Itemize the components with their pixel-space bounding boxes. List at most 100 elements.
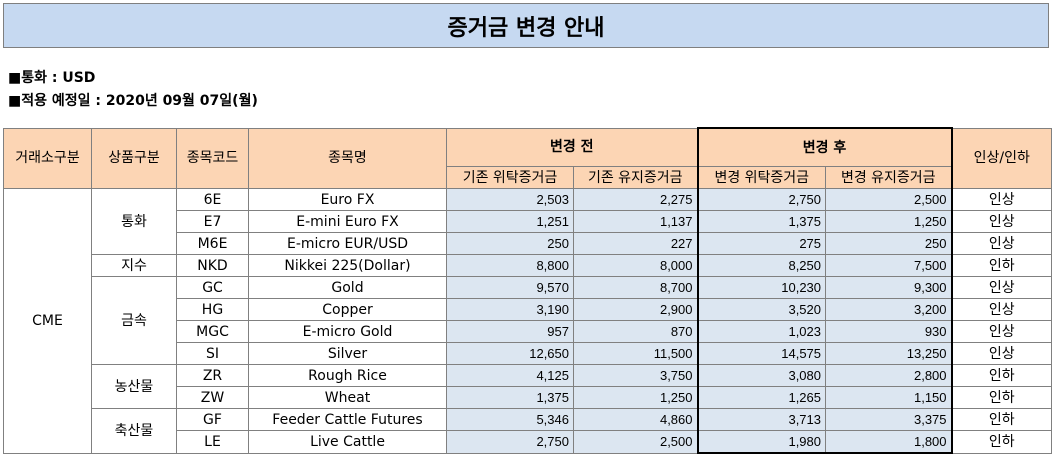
code-cell: ZR [176, 364, 249, 387]
before-maint-cell: 11,500 [572, 342, 699, 365]
table-row: CME 통화 6E Euro FX 2,503 2,275 2,750 2,500 인상 [3, 188, 1053, 454]
name-cell: Feeder Cattle Futures [248, 408, 447, 431]
header-category: 상품구분 [91, 127, 177, 189]
header-change: 인상/인하 [951, 127, 1053, 189]
before-initial-cell: 12,650 [446, 342, 574, 365]
code-cell: E7 [176, 210, 249, 233]
effective-date-info: ■적용 예정일 : 2020년 09월 07일(월) [8, 93, 258, 109]
code-cell: 6E [176, 188, 249, 211]
change-cell: 인하 [951, 386, 1053, 409]
change-cell: 인상 [951, 276, 1053, 299]
name-cell: Nikkei 225(Dollar) [248, 254, 447, 277]
change-cell: 인상 [951, 342, 1053, 365]
after-initial-cell: 1,023 [696, 320, 827, 343]
header-before: 변경 전 [445, 127, 699, 167]
before-initial-cell: 3,190 [446, 298, 574, 321]
after-initial-cell: 275 [696, 232, 827, 255]
name-cell: E-micro EUR/USD [248, 232, 447, 255]
after-maint-cell: 9,300 [825, 276, 953, 299]
before-initial-cell: 2,503 [446, 188, 574, 211]
before-initial-cell: 1,251 [446, 210, 574, 233]
category-cell: 통화 [91, 188, 177, 255]
table-row: 축산물 GF Feeder Cattle Futures 5,346 4,860 3,71… [4, 408, 1053, 454]
margin-table: 거래소구분 상품구분 종목코드 종목명 변경 전 변경 후 인상/인하 기존 위… [3, 127, 1053, 454]
code-cell: LE [176, 430, 249, 454]
change-cell: 인상 [951, 232, 1053, 255]
exchange-cell: CME [3, 188, 92, 454]
before-maint-cell: 227 [572, 232, 699, 255]
code-cell: ZW [176, 386, 249, 409]
before-maint-cell: 8,000 [572, 254, 699, 277]
code-cell: HG [176, 298, 249, 321]
change-cell: 인상 [951, 188, 1053, 211]
category-cell: 금속 [91, 276, 177, 365]
after-maint-cell: 2,500 [825, 188, 953, 211]
before-maint-cell: 1,137 [572, 210, 699, 233]
before-maint-cell: 2,500 [572, 430, 699, 454]
after-initial-cell: 2,750 [696, 188, 827, 211]
table-row: LE Live Cattle 2,750 2,500 1,980 1,800 인하 [4, 430, 1053, 454]
after-initial-cell: 3,520 [696, 298, 827, 321]
name-cell: Live Cattle [248, 430, 447, 454]
header-exchange: 거래소구분 [3, 127, 92, 189]
change-cell: 인하 [951, 254, 1053, 277]
after-maint-cell: 930 [825, 320, 953, 343]
category-cell: 축산물 [91, 408, 177, 454]
code-cell: GC [176, 276, 249, 299]
before-maint-cell: 870 [572, 320, 699, 343]
after-maint-cell: 1,800 [825, 430, 953, 454]
header-after-maint: 변경 유지증거금 [825, 166, 953, 189]
code-cell: NKD [176, 254, 249, 277]
after-maint-cell: 1,250 [825, 210, 953, 233]
table-row: 농산물 ZR Rough Rice 4,125 3,750 3,080 2,800 인하 [4, 364, 1053, 409]
change-cell: 인상 [951, 320, 1053, 343]
name-cell: Copper [248, 298, 447, 321]
after-maint-cell: 7,500 [825, 254, 953, 277]
after-initial-cell: 10,230 [696, 276, 827, 299]
before-maint-cell: 1,250 [572, 386, 699, 409]
code-cell: M6E [176, 232, 249, 255]
header-after-initial: 변경 위탁증거금 [696, 166, 827, 189]
change-cell: 인상 [951, 298, 1053, 321]
change-cell: 인상 [951, 210, 1053, 233]
table-row: E7 E-mini Euro FX 1,251 1,137 1,375 1,250 인상 [4, 210, 1053, 233]
after-maint-cell: 1,150 [825, 386, 953, 409]
header-before-initial: 기존 위탁증거금 [446, 166, 574, 189]
before-initial-cell: 8,800 [446, 254, 574, 277]
after-initial-cell: 1,980 [696, 430, 827, 454]
category-cell: 농산물 [91, 364, 177, 409]
table-row: 지수 NKD Nikkei 225(Dollar) 8,800 8,000 8,250 7,… [4, 254, 1053, 277]
after-maint-cell: 2,800 [825, 364, 953, 387]
table-row: MGC E-micro Gold 957 870 1,023 930 인상 [4, 320, 1053, 343]
before-maint-cell: 8,700 [572, 276, 699, 299]
name-cell: Euro FX [248, 188, 447, 211]
code-cell: MGC [176, 320, 249, 343]
code-cell: GF [176, 408, 249, 431]
before-maint-cell: 2,275 [572, 188, 699, 211]
change-cell: 인하 [951, 364, 1053, 387]
name-cell: Gold [248, 276, 447, 299]
before-initial-cell: 5,346 [446, 408, 574, 431]
change-cell: 인하 [951, 430, 1053, 454]
after-initial-cell: 1,375 [696, 210, 827, 233]
after-initial-cell: 1,265 [696, 386, 827, 409]
category-cell: 지수 [91, 254, 177, 277]
name-cell: Silver [248, 342, 447, 365]
before-initial-cell: 2,750 [446, 430, 574, 454]
before-maint-cell: 3,750 [572, 364, 699, 387]
before-initial-cell: 957 [446, 320, 574, 343]
table-row: SI Silver 12,650 11,500 14,575 13,250 인상 [4, 342, 1053, 365]
header-after: 변경 후 [696, 127, 953, 167]
after-initial-cell: 3,080 [696, 364, 827, 387]
before-initial-cell: 4,125 [446, 364, 574, 387]
code-cell: SI [176, 342, 249, 365]
currency-info: ■통화 : USD [8, 70, 96, 86]
after-initial-cell: 3,713 [696, 408, 827, 431]
after-maint-cell: 250 [825, 232, 953, 255]
header-code: 종목코드 [176, 127, 249, 189]
change-cell: 인하 [951, 408, 1053, 431]
name-cell: Wheat [248, 386, 447, 409]
before-maint-cell: 4,860 [572, 408, 699, 431]
name-cell: E-micro Gold [248, 320, 447, 343]
header-name: 종목명 [248, 127, 447, 189]
